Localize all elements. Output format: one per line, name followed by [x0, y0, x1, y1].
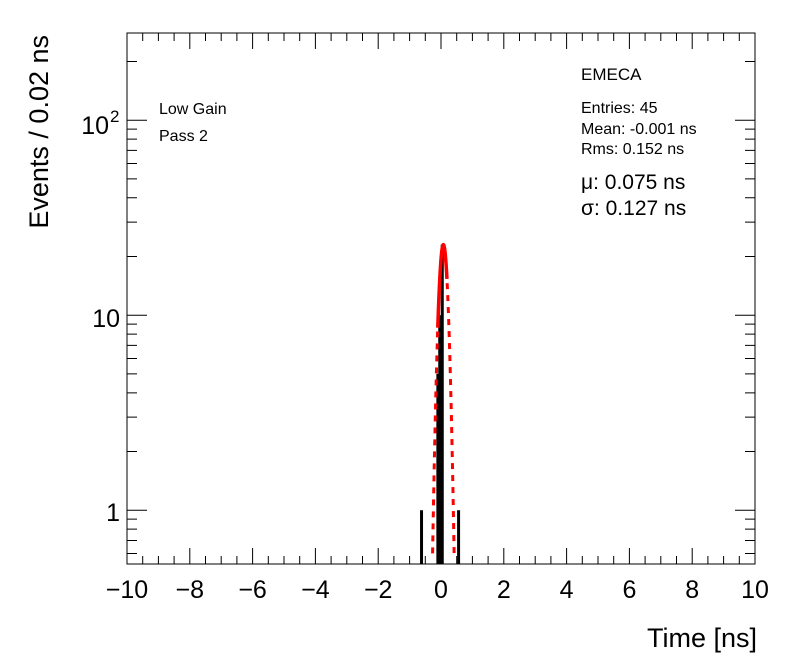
y-tick-label-1: 1 [106, 499, 120, 527]
x-tick-label: −2 [364, 576, 393, 604]
fit-curve-extrapolated [431, 242, 456, 554]
y-tick-label-10: 10 [92, 305, 120, 333]
pass-label: Pass 2 [159, 128, 208, 145]
fit-sigma-label: σ: 0.127 ns [581, 197, 686, 220]
histogram-bins [420, 244, 461, 564]
mean-label: Mean: -0.001 ns [581, 121, 697, 138]
y-tick-label-100-base: 10 [81, 112, 109, 140]
region-label: EMECA [581, 65, 642, 84]
x-tick-labels: −10 −8 −6 −4 −2 0 2 4 6 8 10 [106, 576, 769, 604]
x-tick-label: −10 [106, 576, 148, 604]
y-axis-title: Events / 0.02 ns [24, 35, 54, 229]
gaussian-fit [431, 242, 456, 554]
x-axis-title: Time [ns] [647, 623, 757, 653]
x-tick-label: 2 [497, 576, 511, 604]
x-tick-label: −4 [301, 576, 330, 604]
fit-curve [436, 242, 449, 328]
y-tick-label-100-exponent: 2 [110, 107, 119, 126]
x-tick-label: 0 [434, 576, 448, 604]
x-tick-label: −8 [176, 576, 205, 604]
entries-label: Entries: 45 [581, 100, 658, 117]
x-tick-label: 10 [741, 576, 769, 604]
x-tick-label: 4 [560, 576, 574, 604]
fit-mu-label: μ: 0.075 ns [581, 171, 685, 194]
x-tick-label: 6 [622, 576, 636, 604]
rms-label: Rms: 0.152 ns [581, 141, 684, 158]
plot-frame [126, 32, 756, 565]
low-gain-label: Low Gain [159, 101, 227, 118]
x-tick-label: −6 [238, 576, 267, 604]
x-tick-label: 8 [685, 576, 699, 604]
